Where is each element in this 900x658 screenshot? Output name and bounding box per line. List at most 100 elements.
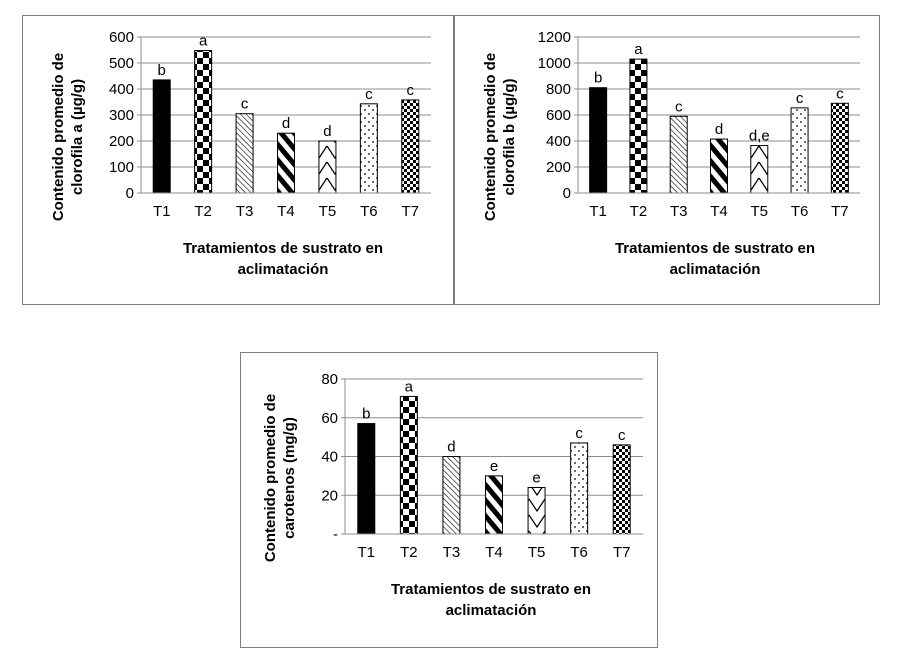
y-tick-label: 400 <box>109 81 134 98</box>
significance-label: b <box>362 406 370 423</box>
y-axis-title: Contenido promedio de clorofila a (µg/g) <box>50 53 86 221</box>
x-tick-label: T3 <box>236 203 254 220</box>
y-tick-label: 80 <box>321 371 338 388</box>
chart-clorofila-b: 0 200 400 600 800 1000 1200 b T1 a T2 c T3 d T4 d,e T5 c T… <box>482 29 860 221</box>
significance-label: d <box>715 121 723 138</box>
y-axis-title-line: Contenido promedio de <box>50 53 67 221</box>
x-axis-title-line-2: aclimatación <box>445 602 537 619</box>
significance-label: e <box>490 458 498 475</box>
y-axis-title-line: clorofila b (µg/g) <box>501 79 518 196</box>
y-tick-label: 0 <box>563 185 571 202</box>
y-tick-label: 600 <box>546 107 571 124</box>
chart-clorofila-a: 0 100 200 300 400 500 600 b T1 a T2 c T3 d T4 d T5 c T6 c T7… <box>50 29 431 221</box>
y-axis-title-line: clorofila a (µg/g) <box>69 79 86 195</box>
bar-t7 <box>830 102 849 194</box>
y-tick-label: 200 <box>109 133 134 150</box>
significance-label: c <box>241 96 249 113</box>
significance-label: d,e <box>749 128 770 145</box>
chart-panel-clorofila-a: 0 100 200 300 400 500 600 b T1 a T2 c T3 d T4 d T5 c T6 c T7… <box>22 15 454 305</box>
bar-t1 <box>589 87 608 194</box>
x-tick-label: T7 <box>402 203 420 220</box>
x-tick-label: T6 <box>791 203 809 220</box>
x-axis-title-line-1: Tratamientos de sustrato en <box>390 581 592 598</box>
bar-t5 <box>318 140 337 194</box>
significance-label: a <box>634 41 643 58</box>
bar-t6 <box>570 442 589 535</box>
y-axis-title: Contenido promedio de clorofila b (µg/g) <box>482 53 518 221</box>
x-tick-label: T3 <box>443 544 461 561</box>
y-tick-label: 20 <box>321 487 338 504</box>
significance-label: c <box>675 98 683 115</box>
x-tick-label: T2 <box>630 203 648 220</box>
x-tick-label: T7 <box>831 203 849 220</box>
y-axis-title-line: Contenido promedio de <box>262 394 279 562</box>
y-tick-label: 1200 <box>538 29 571 46</box>
x-tick-label: T5 <box>751 203 769 220</box>
x-tick-label: T4 <box>277 203 295 220</box>
bar-t7 <box>401 99 420 194</box>
bar-t7 <box>612 444 631 535</box>
significance-label: c <box>796 90 804 107</box>
bar-t5 <box>527 487 546 535</box>
x-tick-label: T7 <box>613 544 631 561</box>
x-axis-title-line-2: aclimatación <box>669 261 761 278</box>
chart-carotenos: - 20 40 60 80 b T1 a T2 d T3 e T4 e T5 c T6 c T7 Contenido … <box>262 371 643 562</box>
bar-t2 <box>194 50 213 194</box>
y-tick-label: 400 <box>546 133 571 150</box>
x-tick-label: T4 <box>710 203 728 220</box>
bar-t1 <box>152 79 171 194</box>
bar-t3 <box>442 456 461 535</box>
significance-label: c <box>365 86 373 103</box>
chart-panel-clorofila-b: 0 200 400 600 800 1000 1200 b T1 a T2 c T3 d T4 d,e T5 c T… <box>454 15 880 305</box>
y-tick-label: 100 <box>109 159 134 176</box>
bar-t6 <box>359 103 378 194</box>
significance-label: e <box>532 470 540 487</box>
x-tick-label: T4 <box>485 544 503 561</box>
significance-label: d <box>323 123 331 140</box>
x-axis-title: Tratamientos de sustrato en aclimatación <box>565 238 865 280</box>
significance-label: d <box>282 115 290 132</box>
y-tick-label: 500 <box>109 55 134 72</box>
x-axis-title-line-1: Tratamientos de sustrato en <box>182 240 384 257</box>
x-axis-title: Tratamientos de sustrato en aclimatación <box>341 579 641 621</box>
x-tick-label: T5 <box>528 544 546 561</box>
y-tick-label: 0 <box>126 185 134 202</box>
bar-t4 <box>277 132 295 194</box>
x-tick-label: T1 <box>589 203 607 220</box>
x-tick-label: T6 <box>570 544 588 561</box>
bar-t3 <box>235 113 254 194</box>
y-tick-label: 200 <box>546 159 571 176</box>
y-tick-label: 1000 <box>538 55 571 72</box>
y-tick-label: 300 <box>109 107 134 124</box>
bar-t1 <box>357 423 376 535</box>
y-tick-label: 60 <box>321 410 338 427</box>
y-axis-title-line: Contenido promedio de <box>482 53 499 221</box>
y-axis-title: Contenido promedio de carotenos (mg/g) <box>262 394 298 562</box>
y-tick-label: 40 <box>321 449 338 466</box>
x-tick-label: T1 <box>153 203 171 220</box>
bar-t3 <box>669 115 688 194</box>
bar-t2 <box>399 395 418 535</box>
bar-t4 <box>485 475 503 535</box>
x-axis-title-line-2: aclimatación <box>237 261 329 278</box>
x-tick-label: T1 <box>358 544 376 561</box>
y-tick-label: 600 <box>109 29 134 46</box>
x-axis-title-line-1: Tratamientos de sustrato en <box>614 240 816 257</box>
significance-label: c <box>407 82 415 99</box>
significance-label: c <box>836 85 844 102</box>
significance-label: c <box>575 425 583 442</box>
significance-label: b <box>594 70 602 87</box>
significance-label: b <box>158 62 166 79</box>
significance-label: a <box>405 378 414 395</box>
y-axis-title-line: carotenos (mg/g) <box>281 417 298 539</box>
significance-label: c <box>618 427 626 444</box>
significance-label: d <box>447 439 455 456</box>
x-tick-label: T3 <box>670 203 688 220</box>
significance-label: a <box>199 33 208 50</box>
bar-t6 <box>790 107 809 194</box>
y-tick-label: - <box>333 526 338 543</box>
x-tick-label: T2 <box>194 203 212 220</box>
chart-panel-carotenos: - 20 40 60 80 b T1 a T2 d T3 e T4 e T5 c T6 c T7 Contenido … <box>240 352 658 648</box>
x-tick-label: T2 <box>400 544 418 561</box>
y-tick-label: 800 <box>546 81 571 98</box>
